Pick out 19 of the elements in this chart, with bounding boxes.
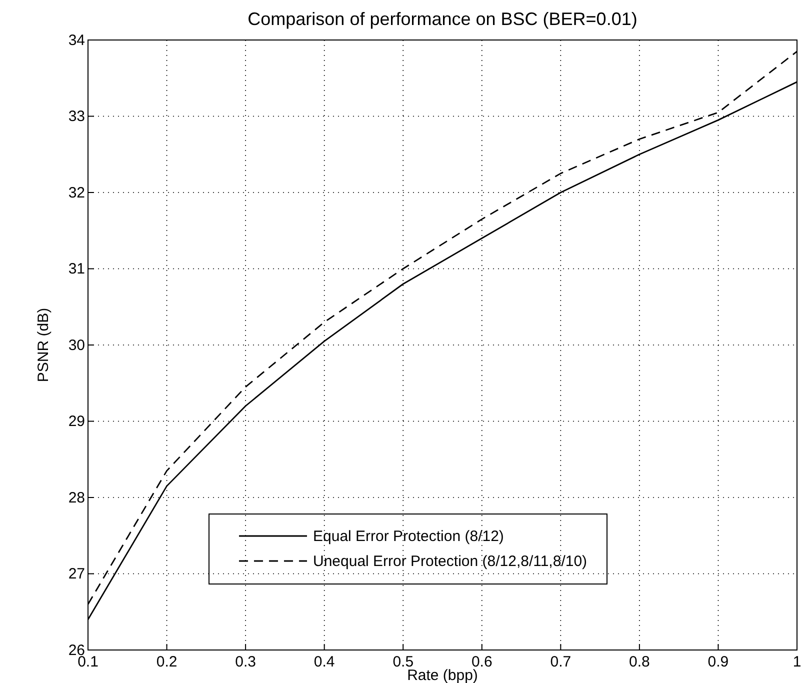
x-tick-label: 1 [792,654,802,670]
legend-label: Equal Error Protection (8/12) [313,528,504,545]
x-tick-label: 0.9 [708,654,729,670]
legend-label: Unequal Error Protection (8/12,8/11,8/10) [313,553,588,570]
chart-title: Comparison of performance on BSC (BER=0.01) [248,9,638,29]
y-tick-label: 33 [68,108,85,126]
y-tick-label: 27 [68,566,85,583]
x-tick-label: 0.4 [314,654,335,670]
y-tick-label: 31 [68,260,85,278]
x-tick-label: 0.3 [235,654,256,670]
x-tick-label: 0.2 [156,654,178,670]
y-axis-title: PSNR (dB) [35,308,52,382]
y-tick-label: 30 [68,336,85,354]
y-tick-label: 28 [68,489,85,506]
y-tick-label: 32 [68,184,85,202]
y-tick-label: 34 [68,32,85,49]
x-tick-label: 0.8 [629,654,650,670]
y-tick-label: 29 [68,413,85,430]
x-tick-label: 0.7 [550,654,572,670]
